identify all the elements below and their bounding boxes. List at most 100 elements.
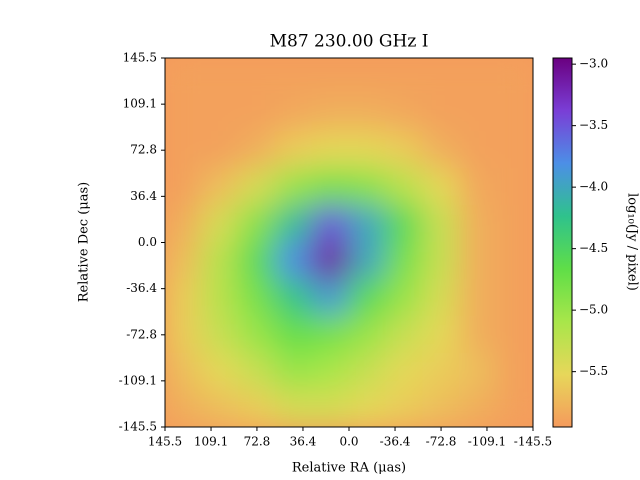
x-tick-label: 72.8 [244,435,271,449]
image-cell [238,352,276,391]
image-cell [165,131,203,170]
image-cell [458,352,497,391]
colorbar-tick-label: −3.0 [579,57,608,71]
chart-title: M87 230.00 GHz I [270,32,429,52]
image-cell [201,352,240,391]
x-tick-label: -36.4 [380,435,411,449]
image-cell [274,315,313,354]
image-cell [495,242,533,280]
image-cell [422,58,460,96]
colorbar-label: log₁₀(Jy / pixel) [625,193,640,291]
y-tick-label: -109.1 [119,373,157,387]
image-cells [165,58,533,427]
image-cell [274,352,313,391]
image-cell [238,94,276,133]
image-cell [311,58,350,96]
image-cell [422,168,460,207]
image-cell [422,205,460,243]
image-cell [458,205,497,243]
image-cell [495,131,533,170]
image-cell [348,168,387,207]
image-cell [165,315,203,354]
image-cell [201,242,240,280]
image-cell [238,168,276,207]
image-cell [422,94,460,133]
y-tick-label: 145.5 [123,51,157,65]
image-cell [274,205,313,243]
image-cell [348,131,387,170]
image-cell [201,205,240,243]
x-axis-label: Relative RA (μas) [292,461,406,476]
image-cell [274,389,313,427]
x-tick-label: 0.0 [339,435,358,449]
y-tick-label: 72.8 [130,143,157,157]
colorbar-tick-label: −4.5 [579,241,608,255]
image-cell [311,242,350,280]
image-cell [311,131,350,170]
image-cell [422,131,460,170]
image-cell [165,242,203,280]
colorbar-tick-label: −5.5 [579,364,608,378]
y-tick-label: -72.8 [126,327,157,341]
image-cell [238,315,276,354]
image-cell [201,168,240,207]
image-cell [495,315,533,354]
image-cell [238,242,276,280]
image-cell [422,315,460,354]
image-cell [201,315,240,354]
image-cell [495,278,533,317]
image-cell [238,389,276,427]
image-cell [495,352,533,391]
image-cell [165,58,203,96]
image-cell [385,352,424,391]
image-cell [348,205,387,243]
image-cell [274,131,313,170]
colorbar-tick-label: −3.5 [579,118,608,132]
image-cell [201,58,240,96]
image-cell [238,58,276,96]
image-cell [385,168,424,207]
y-tick-label: 0.0 [138,235,157,249]
x-tick-label: -109.1 [468,435,506,449]
x-tick-label: 36.4 [290,435,317,449]
image-cell [495,389,533,427]
image-cell [201,131,240,170]
colorbar-tick-label: −5.0 [579,303,608,317]
image-cell [311,168,350,207]
image-cell [385,242,424,280]
image-cell [385,94,424,133]
image-cell [385,58,424,96]
image-cell [458,131,497,170]
image-cell [274,242,313,280]
y-tick-label: -36.4 [126,281,157,295]
x-tick-label: -72.8 [426,435,457,449]
image-cell [422,389,460,427]
x-tick-label: -145.5 [514,435,552,449]
image-cell [495,168,533,207]
image-cell [458,242,497,280]
colorbar [552,57,573,428]
image-cell [165,94,203,133]
image-cell [165,278,203,317]
image-cell [348,315,387,354]
image-cell [348,242,387,280]
image-cell [458,58,497,96]
image-cell [201,94,240,133]
image-cell [311,315,350,354]
y-tick-label: -145.5 [119,420,157,434]
image-cell [385,131,424,170]
image-cell [385,278,424,317]
image-cell [385,315,424,354]
image-cell [201,278,240,317]
colorbar-tick-label: −4.0 [579,180,608,194]
image-cell [165,389,203,427]
y-axis-label: Relative Dec (μas) [77,182,92,303]
image-cell [348,58,387,96]
image-cell [458,94,497,133]
image-cell [311,352,350,391]
image-cell [495,205,533,243]
image-cell [348,94,387,133]
image-cell [495,94,533,133]
image-cell [311,94,350,133]
